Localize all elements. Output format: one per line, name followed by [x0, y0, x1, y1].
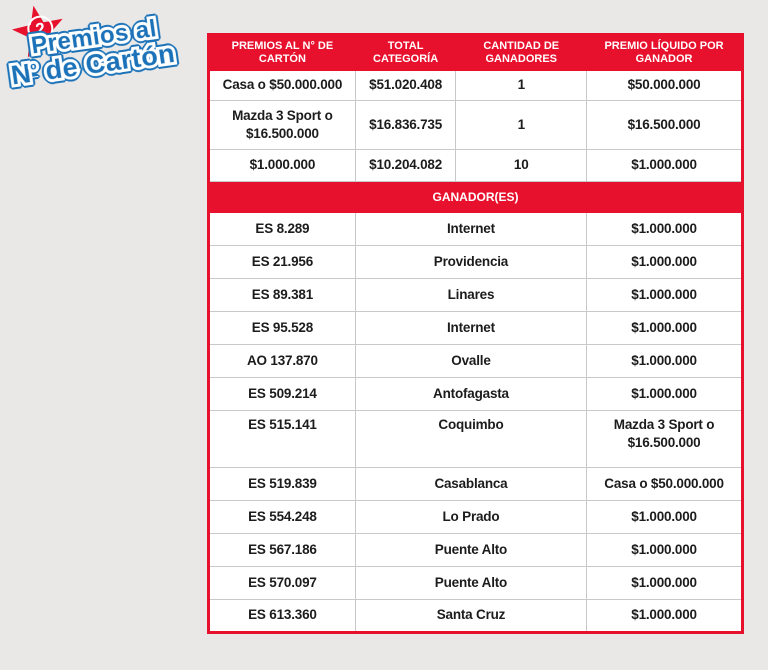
prize-cell: $1.000.000 [586, 533, 743, 567]
liquido-cell: $50.000.000 [586, 70, 743, 101]
carton-cell: ES 570.097 [208, 566, 356, 600]
cantidad-cell: 1 [455, 70, 588, 101]
summary-row: $1.000.000 $10.204.082 10 $1.000.000 [208, 149, 743, 182]
prize-cell: $1.000.000 [586, 344, 743, 378]
winner-row: ES 613.360 Santa Cruz $1.000.000 [208, 599, 743, 633]
winners-band-row: GANADOR(ES) [208, 181, 743, 213]
prize-cell: $1.000.000 [586, 566, 743, 600]
location-cell: Internet [354, 212, 588, 246]
location-cell: Lo Prado [354, 500, 588, 534]
summary-row: Casa o $50.000.000 $51.020.408 1 $50.000… [208, 70, 743, 101]
winner-row: ES 554.248 Lo Prado $1.000.000 [208, 500, 743, 534]
location-cell: Linares [354, 278, 588, 312]
location-cell: Ovalle [354, 344, 588, 378]
winner-row: ES 515.141 Coquimbo Mazda 3 Sport o $16.… [208, 410, 743, 468]
prize-cell: $1.000.000 [586, 212, 743, 246]
prize-badge: 2 Premios al Nº de Cartón [0, 0, 210, 130]
carton-cell: ES 515.141 [208, 410, 356, 468]
cantidad-cell: 1 [455, 100, 588, 150]
winner-row: AO 137.870 Ovalle $1.000.000 [208, 344, 743, 378]
carton-cell: ES 519.839 [208, 467, 356, 501]
winner-row: ES 519.839 Casablanca Casa o $50.000.000 [208, 467, 743, 501]
column-header-premios: PREMIOS AL N° DE CARTÓN [208, 34, 356, 71]
location-cell: Santa Cruz [354, 599, 588, 633]
prize-cell: $1.000.000 [586, 278, 743, 312]
winner-row: ES 21.956 Providencia $1.000.000 [208, 245, 743, 279]
winner-row: ES 8.289 Internet $1.000.000 [208, 212, 743, 246]
winner-row: ES 89.381 Linares $1.000.000 [208, 278, 743, 312]
prize-cell: $1.000.000 [586, 500, 743, 534]
premio-cell: $1.000.000 [208, 149, 356, 182]
column-header-liquido: PREMIO LÍQUIDO POR GANADOR [586, 34, 743, 71]
column-header-total: TOTAL CATEGORÍA [354, 34, 457, 71]
prize-cell: $1.000.000 [586, 245, 743, 279]
winners-band: GANADOR(ES) [208, 181, 743, 213]
location-cell: Coquimbo [354, 410, 588, 468]
carton-cell: AO 137.870 [208, 344, 356, 378]
winner-row: ES 567.186 Puente Alto $1.000.000 [208, 533, 743, 567]
premio-cell: Mazda 3 Sport o $16.500.000 [208, 100, 356, 150]
prize-cell: $1.000.000 [586, 311, 743, 345]
winner-row: ES 95.528 Internet $1.000.000 [208, 311, 743, 345]
total-cell: $10.204.082 [354, 149, 457, 182]
liquido-cell: $1.000.000 [586, 149, 743, 182]
results-table-container: PREMIOS AL N° DE CARTÓN TOTAL CATEGORÍA … [207, 33, 744, 634]
carton-cell: ES 613.360 [208, 599, 356, 633]
cantidad-cell: 10 [455, 149, 588, 182]
carton-cell: ES 554.248 [208, 500, 356, 534]
location-cell: Internet [354, 311, 588, 345]
location-cell: Puente Alto [354, 533, 588, 567]
location-cell: Antofagasta [354, 377, 588, 411]
carton-cell: ES 89.381 [208, 278, 356, 312]
prize-cell: $1.000.000 [586, 599, 743, 633]
carton-cell: ES 95.528 [208, 311, 356, 345]
column-header-cantidad: CANTIDAD DE GANADORES [455, 34, 588, 71]
carton-cell: ES 21.956 [208, 245, 356, 279]
prize-cell: Mazda 3 Sport o $16.500.000 [586, 410, 743, 468]
carton-cell: ES 8.289 [208, 212, 356, 246]
table-header-row: PREMIOS AL N° DE CARTÓN TOTAL CATEGORÍA … [208, 34, 743, 71]
carton-cell: ES 567.186 [208, 533, 356, 567]
total-cell: $16.836.735 [354, 100, 457, 150]
liquido-cell: $16.500.000 [586, 100, 743, 150]
premio-cell: Casa o $50.000.000 [208, 70, 356, 101]
summary-row: Mazda 3 Sport o $16.500.000 $16.836.735 … [208, 100, 743, 150]
location-cell: Providencia [354, 245, 588, 279]
location-cell: Casablanca [354, 467, 588, 501]
prize-cell: $1.000.000 [586, 377, 743, 411]
carton-cell: ES 509.214 [208, 377, 356, 411]
winner-row: ES 509.214 Antofagasta $1.000.000 [208, 377, 743, 411]
winner-row: ES 570.097 Puente Alto $1.000.000 [208, 566, 743, 600]
prize-cell: Casa o $50.000.000 [586, 467, 743, 501]
total-cell: $51.020.408 [354, 70, 457, 101]
location-cell: Puente Alto [354, 566, 588, 600]
prizes-table: PREMIOS AL N° DE CARTÓN TOTAL CATEGORÍA … [207, 33, 744, 634]
